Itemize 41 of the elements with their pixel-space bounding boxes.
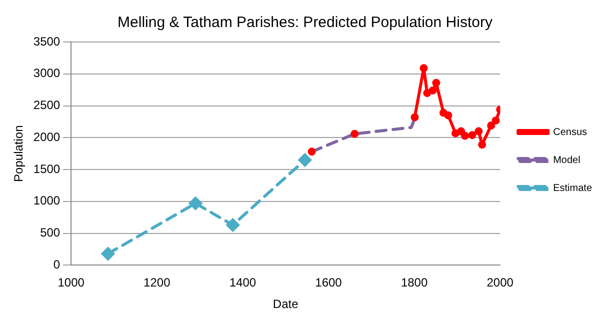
point xyxy=(226,218,240,232)
y-tick-label: 2500 xyxy=(33,98,60,112)
y-tick-label: 2000 xyxy=(33,130,60,144)
point xyxy=(423,89,432,98)
y-tick-label: 3000 xyxy=(33,66,60,80)
y-axis-title: Population xyxy=(12,125,26,182)
point xyxy=(487,122,496,130)
point xyxy=(439,108,448,117)
point xyxy=(451,129,460,138)
point xyxy=(444,111,452,120)
x-tick-label: 1400 xyxy=(229,276,256,290)
point xyxy=(432,78,440,87)
point xyxy=(478,140,486,149)
point xyxy=(189,196,202,210)
point xyxy=(308,148,316,156)
point xyxy=(410,113,419,122)
x-tick-label: 1800 xyxy=(400,276,428,290)
point xyxy=(468,131,476,140)
legend-label: Estimate xyxy=(553,182,592,194)
point xyxy=(457,127,466,136)
x-tick-label: 2000 xyxy=(486,276,514,290)
chart-title: Melling & Tatham Parishes: Predicted Population History xyxy=(118,14,493,32)
y-tick-label: 3500 xyxy=(33,34,60,48)
point xyxy=(350,130,359,138)
y-tick-label: 500 xyxy=(40,226,60,240)
legend-label: Census xyxy=(553,126,588,138)
y-tick-label: 0 xyxy=(53,258,60,272)
point xyxy=(298,153,312,166)
point xyxy=(492,116,500,124)
legend-label: Model xyxy=(553,154,580,166)
point xyxy=(101,247,114,260)
point xyxy=(428,86,437,94)
x-tick-label: 1200 xyxy=(144,276,171,290)
x-tick-label: 1600 xyxy=(315,276,342,290)
x-tick-label: 1000 xyxy=(58,276,85,290)
point xyxy=(420,64,428,72)
x-axis-title: Date xyxy=(272,297,299,312)
y-tick-label: 1000 xyxy=(33,194,60,208)
point xyxy=(474,127,483,136)
point xyxy=(460,132,469,140)
y-tick-label: 1500 xyxy=(33,162,60,176)
